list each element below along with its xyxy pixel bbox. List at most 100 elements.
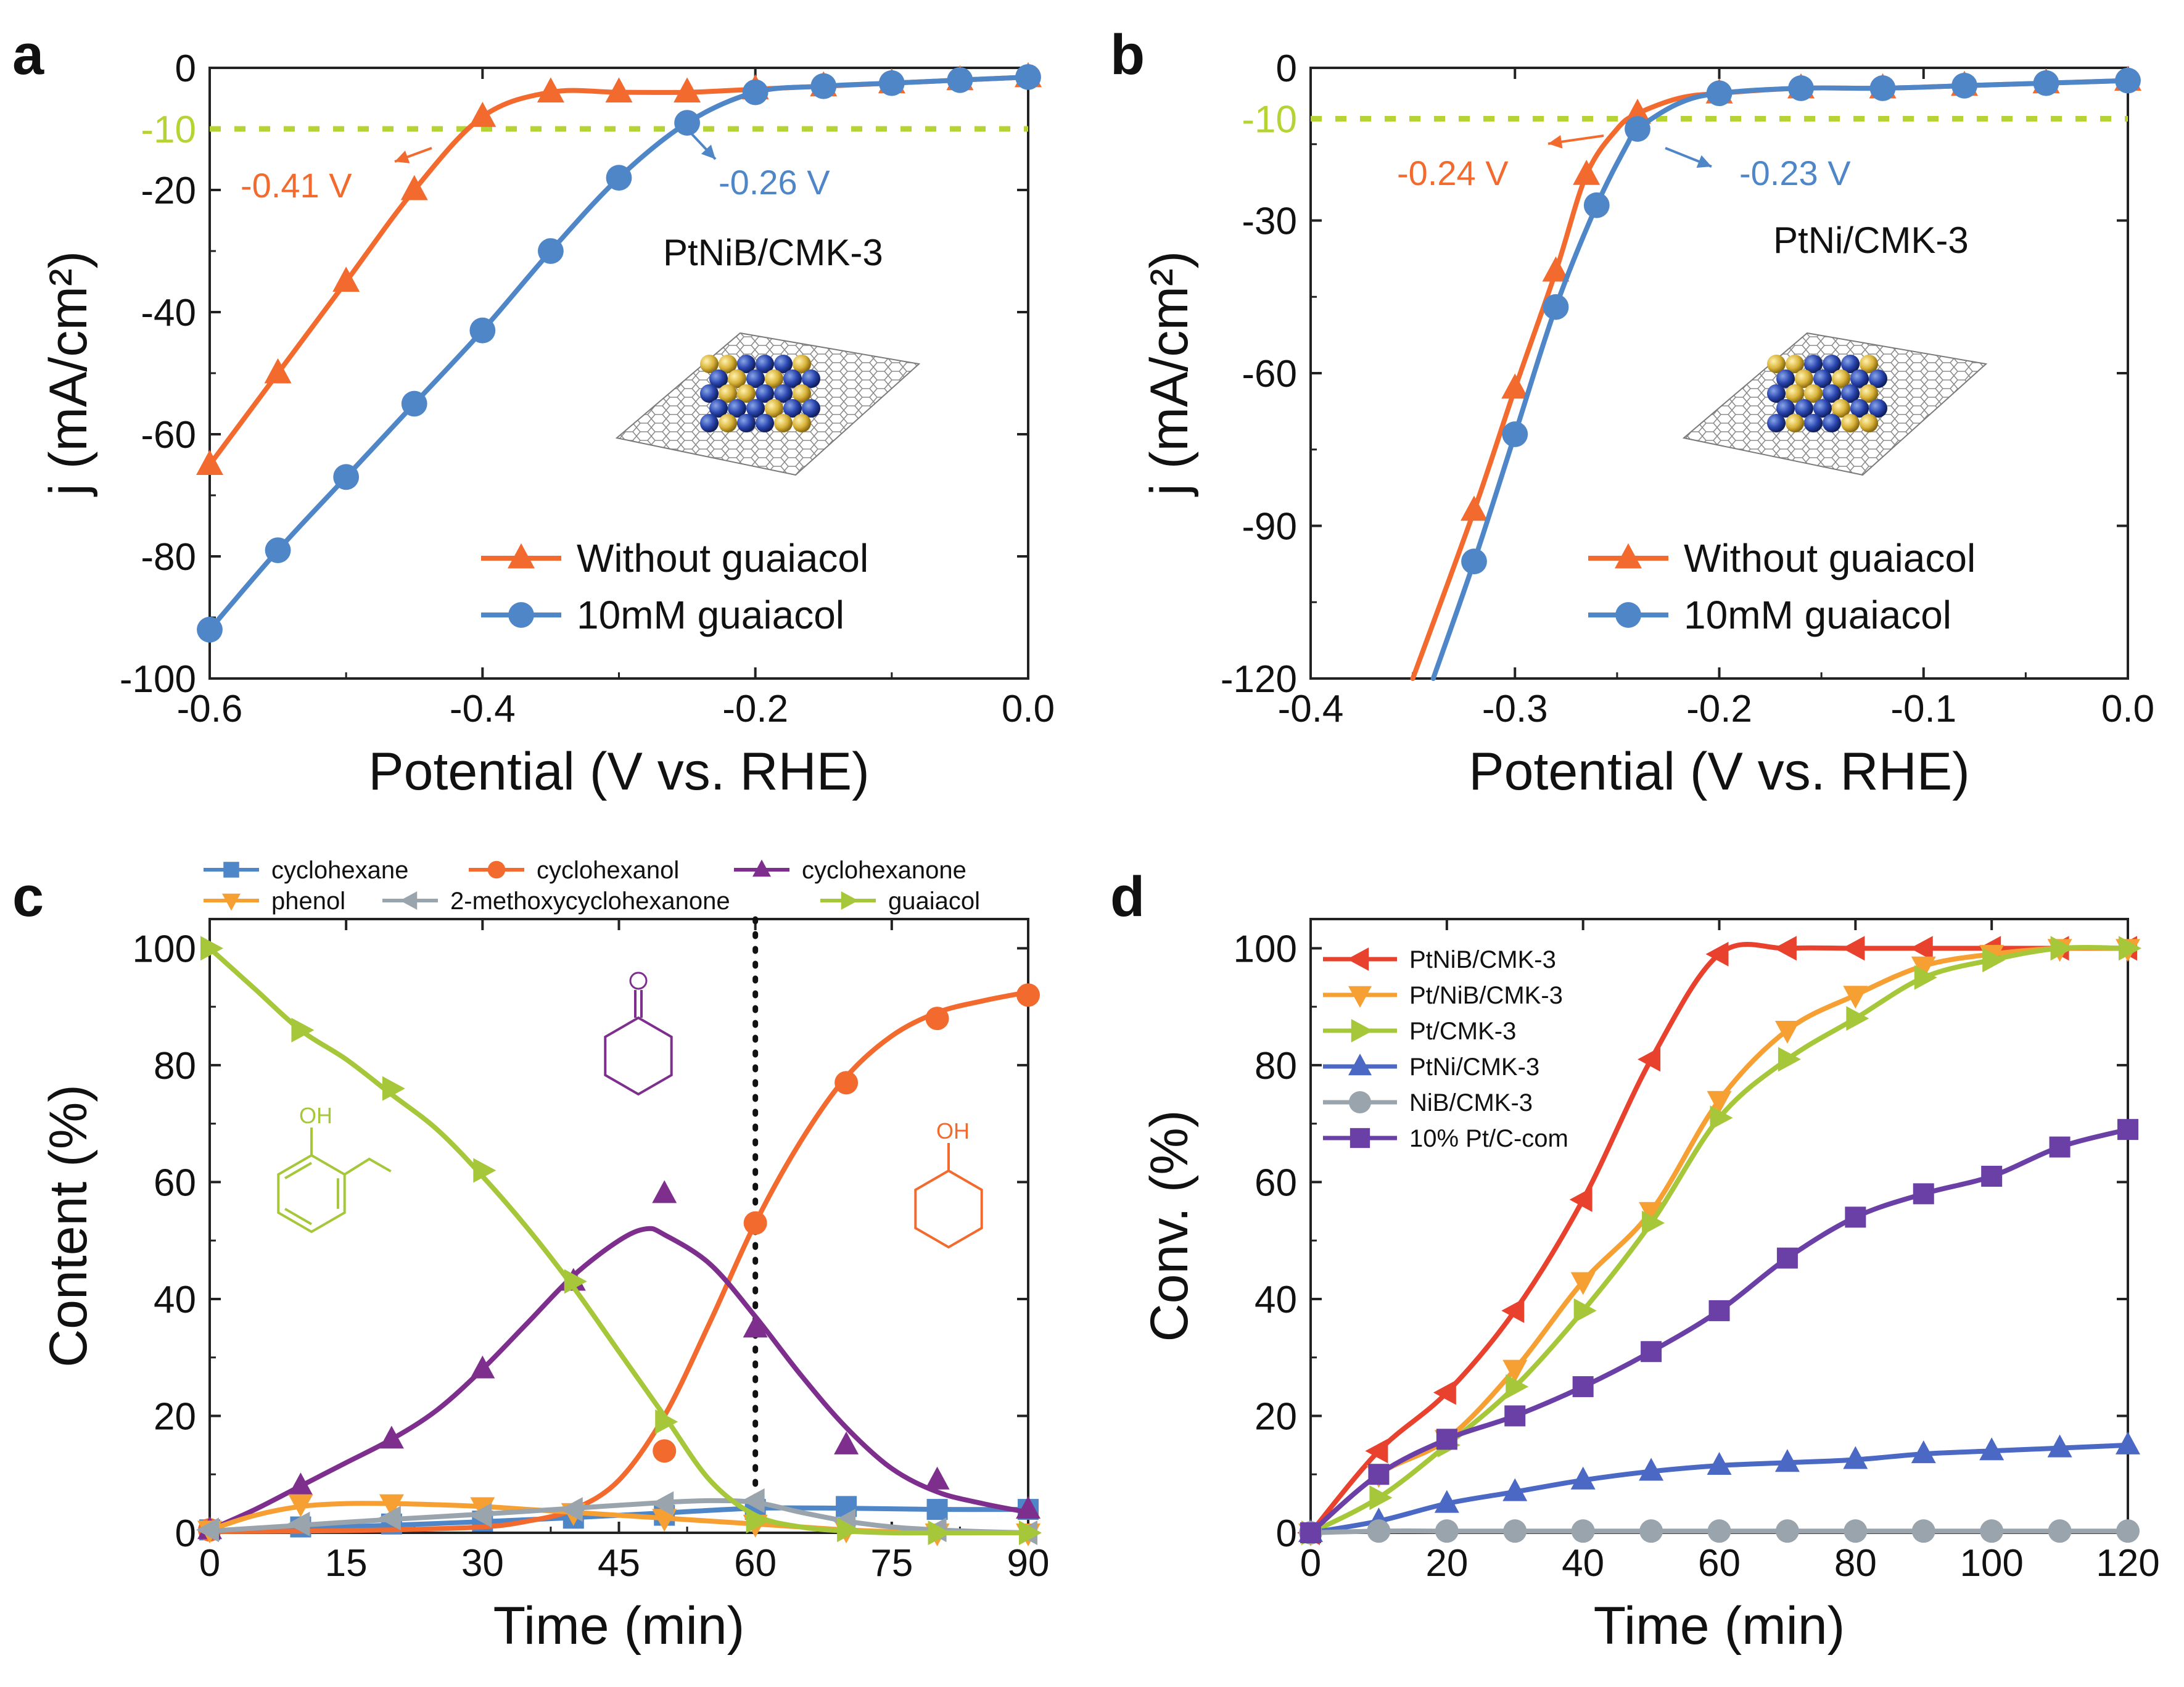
data-point [564,1269,587,1294]
data-point [1503,1519,1527,1543]
x-tick-label: -0.2 [722,688,788,730]
x-tick-label: 15 [325,1542,368,1585]
data-point [1461,548,1487,575]
y-tick-label: 0 [175,47,196,90]
y-tick-label: 40 [154,1279,196,1321]
atom-sphere [709,369,728,388]
data-point [379,1425,404,1449]
annotation-arrowhead [1696,155,1712,168]
data-point [1571,1519,1595,1543]
nanoparticle-illustration [1682,332,1988,476]
data-point [606,165,632,191]
x-tick-label: -0.2 [1686,688,1752,730]
data-point [332,266,360,292]
panel-letter: b [1110,23,1145,86]
data-point [810,73,837,99]
annotation-label: -0.26 V [719,163,830,202]
atom-sphere [1860,384,1878,403]
data-point [1461,495,1488,521]
x-tick-label: 60 [1698,1542,1741,1585]
data-point [470,1355,495,1379]
x-tick-label: 75 [870,1542,913,1585]
x-tick-label: 0 [199,1542,220,1585]
data-point [291,1018,315,1043]
annotation-arrowhead [395,151,410,163]
x-tick-label: 60 [734,1542,777,1585]
x-tick-label: 80 [1834,1542,1877,1585]
data-point [674,110,700,136]
x-axis-title: Time (min) [1594,1596,1845,1656]
data-point [1846,1006,1869,1031]
data-point [1911,1519,1935,1543]
data-point [1019,1520,1042,1545]
legend-marker [1348,1091,1372,1114]
data-point [746,1509,769,1534]
legend-label: Pt/CMK-3 [1409,1018,1516,1045]
atom-sphere [1786,414,1804,432]
x-tick-label: 120 [2096,1542,2159,1585]
y-tick-label: 60 [154,1161,196,1204]
data-point [1502,1359,1528,1383]
catalyst-label: PtNi/CMK-3 [1773,220,1969,261]
y-axis-title: Content (%) [39,1084,98,1367]
y-tick-label: 80 [1255,1045,1297,1087]
y-tick-label: -120 [1221,658,1297,701]
data-point [1583,192,1610,218]
data-point [1367,1519,1391,1543]
reference-line-label: -10 [1242,99,1297,141]
data-point [1911,1440,1936,1464]
data-point [1980,1519,2004,1543]
cyclohexanol-structure: OH [914,1118,983,1249]
data-point [878,70,905,96]
annotation-label: -0.41 V [241,166,352,205]
legend-marker [487,860,506,879]
atom-sphere [1813,399,1832,418]
data-point [834,1431,859,1454]
data-point [2116,1519,2140,1543]
atom-sphere [1832,399,1850,418]
atom-sphere [1841,384,1860,403]
y-tick-label: -20 [141,170,196,212]
y-axis-title: Conv. (%) [1140,1110,1199,1342]
data-point [473,1158,497,1183]
y-tick-label: -90 [1242,506,1297,548]
y-tick-label: -30 [1242,200,1297,243]
data-point [926,1499,948,1520]
series-line [207,946,1031,1536]
data-point [1910,936,1933,961]
data-point [1911,956,1936,980]
data-point [1501,1298,1525,1323]
data-point [1844,1519,1868,1543]
double-bond [284,1208,312,1226]
data-point [1570,1466,1596,1490]
data-point [1573,160,1601,185]
series-10mm-guaiacol [197,64,1041,643]
data-point [837,1517,860,1543]
x-tick-label: -0.4 [450,688,516,730]
oxygen-atom [629,971,648,990]
y-tick-label: -80 [141,536,196,579]
atom-sphere [737,355,756,373]
data-point [1434,1490,1459,1513]
atom-sphere [793,384,811,403]
legend-marker [752,859,771,877]
data-point [1502,421,1528,447]
data-point [1639,1519,1663,1543]
atom-label: OH [299,1103,332,1128]
legend-label: 10mM guaiacol [1684,593,1951,637]
panel-b: b -0.4 -0.3 -0.2 -0.1 0.0 0 -30 -60 -90 -120 Potent… [1110,23,2154,801]
cyclohexanone-structure [604,971,673,1096]
data-point [1981,1165,2003,1187]
atom-sphere [700,355,719,373]
x-tick-label: 40 [1562,1542,1604,1585]
series-line [207,1498,1031,1535]
x-axis-title: Time (min) [493,1596,745,1656]
data-point [1638,1047,1661,1072]
data-point [1570,1272,1596,1295]
atom-sphere [1850,399,1869,418]
data-point [1625,116,1650,142]
data-point [1543,294,1569,320]
data-point [1707,1452,1732,1475]
data-point [1641,1341,1662,1363]
data-point [1914,965,1937,990]
